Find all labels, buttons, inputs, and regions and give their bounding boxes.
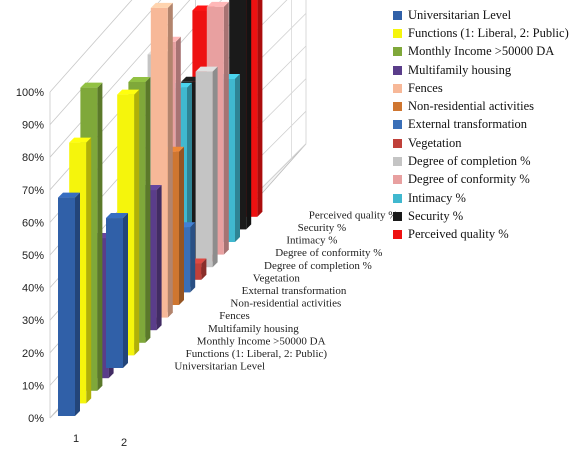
- depth-axis-label: Intimacy %: [286, 235, 337, 247]
- y-tick-label: 60%: [22, 217, 44, 229]
- legend-item: Monthly Income >50000 DA: [393, 43, 579, 61]
- legend-item: Non-residential activities: [393, 97, 579, 115]
- legend-item: External transformation: [393, 116, 579, 134]
- depth-axis-label: Fences: [219, 310, 250, 322]
- y-tick-label: 20%: [22, 348, 44, 360]
- x-category-label: 1: [73, 433, 79, 445]
- y-tick-label: 100%: [16, 87, 44, 99]
- legend-item: Multifamily housing: [393, 61, 579, 79]
- legend-label: Intimacy %: [408, 190, 466, 205]
- depth-axis-label: Monthly Income >50000 DA: [197, 335, 326, 347]
- bar-2-1: [106, 213, 128, 368]
- depth-axis-label: Perceived quality %: [309, 209, 398, 221]
- legend-label: Degree of completion %: [408, 154, 531, 169]
- depth-axis-label: Functions (1: Liberal, 2: Public): [186, 348, 328, 360]
- legend-item: Degree of completion %: [393, 152, 579, 170]
- legend-label: Vegetation: [408, 135, 462, 150]
- legend-swatch: [393, 120, 402, 130]
- legend-swatch: [393, 102, 402, 112]
- depth-axis-label: Degree of conformity %: [275, 247, 382, 259]
- legend-label: Non-residential activities: [408, 99, 535, 114]
- legend-swatch: [393, 157, 402, 167]
- depth-axis-label: Vegetation: [253, 272, 301, 284]
- legend-item: Intimacy %: [393, 189, 579, 207]
- legend-label: Perceived quality %: [408, 227, 509, 242]
- legend-swatch: [393, 10, 402, 20]
- y-tick-label: 40%: [22, 283, 44, 295]
- legend-label: Fences: [408, 80, 443, 95]
- chart-bars: [58, 0, 263, 416]
- depth-axis-label: Universitarian Level: [174, 361, 265, 373]
- legend-swatch: [393, 193, 402, 203]
- legend-item: Universitarian Level: [393, 6, 579, 24]
- legend-swatch: [393, 230, 402, 240]
- legend-swatch: [393, 211, 402, 221]
- y-tick-label: 10%: [22, 380, 44, 392]
- x-category-label: 2: [121, 437, 127, 449]
- legend-swatch: [393, 65, 402, 75]
- y-tick-label: 80%: [22, 152, 44, 164]
- legend-item: Security %: [393, 207, 579, 225]
- legend-label: Multifamily housing: [408, 62, 512, 77]
- bar-2-9: [195, 66, 218, 268]
- legend-item: Perceived quality %: [393, 226, 579, 244]
- depth-axis-label: External transformation: [242, 285, 347, 297]
- y-axis-ticks: 0% 10% 20% 30% 40% 50% 60% 70% 80% 90% 100%: [16, 87, 44, 425]
- legend-swatch: [393, 175, 402, 185]
- depth-axis-label: Degree of completion %: [264, 260, 372, 272]
- legend-swatch: [393, 138, 402, 148]
- bar-1-1: [58, 192, 80, 416]
- y-tick-label: 50%: [22, 250, 44, 262]
- legend-label: Degree of conformity %: [408, 172, 530, 187]
- legend-label: Functions (1: Liberal, 2: Public): [408, 25, 569, 40]
- legend-label: Security %: [408, 208, 464, 223]
- legend-label: Universitarian Level: [408, 7, 512, 22]
- y-tick-label: 70%: [22, 185, 44, 197]
- legend-item: Functions (1: Liberal, 2: Public): [393, 24, 579, 42]
- legend-swatch: [393, 47, 402, 57]
- legend-item: Vegetation: [393, 134, 579, 152]
- chart-legend: Universitarian Level Functions (1: Libera…: [393, 6, 579, 244]
- depth-axis-label: Security %: [298, 222, 347, 234]
- y-tick-label: 0%: [28, 413, 44, 425]
- legend-swatch: [393, 83, 402, 93]
- legend-label: External transformation: [408, 117, 528, 132]
- legend-swatch: [393, 28, 402, 38]
- legend-label: Monthly Income >50000 DA: [408, 44, 555, 59]
- depth-axis-label: Non-residential activities: [230, 298, 341, 310]
- legend-item: Fences: [393, 79, 579, 97]
- depth-axis-label: Multifamily housing: [208, 323, 299, 335]
- y-tick-label: 30%: [22, 315, 44, 327]
- legend-item: Degree of conformity %: [393, 171, 579, 189]
- y-tick-label: 90%: [22, 120, 44, 132]
